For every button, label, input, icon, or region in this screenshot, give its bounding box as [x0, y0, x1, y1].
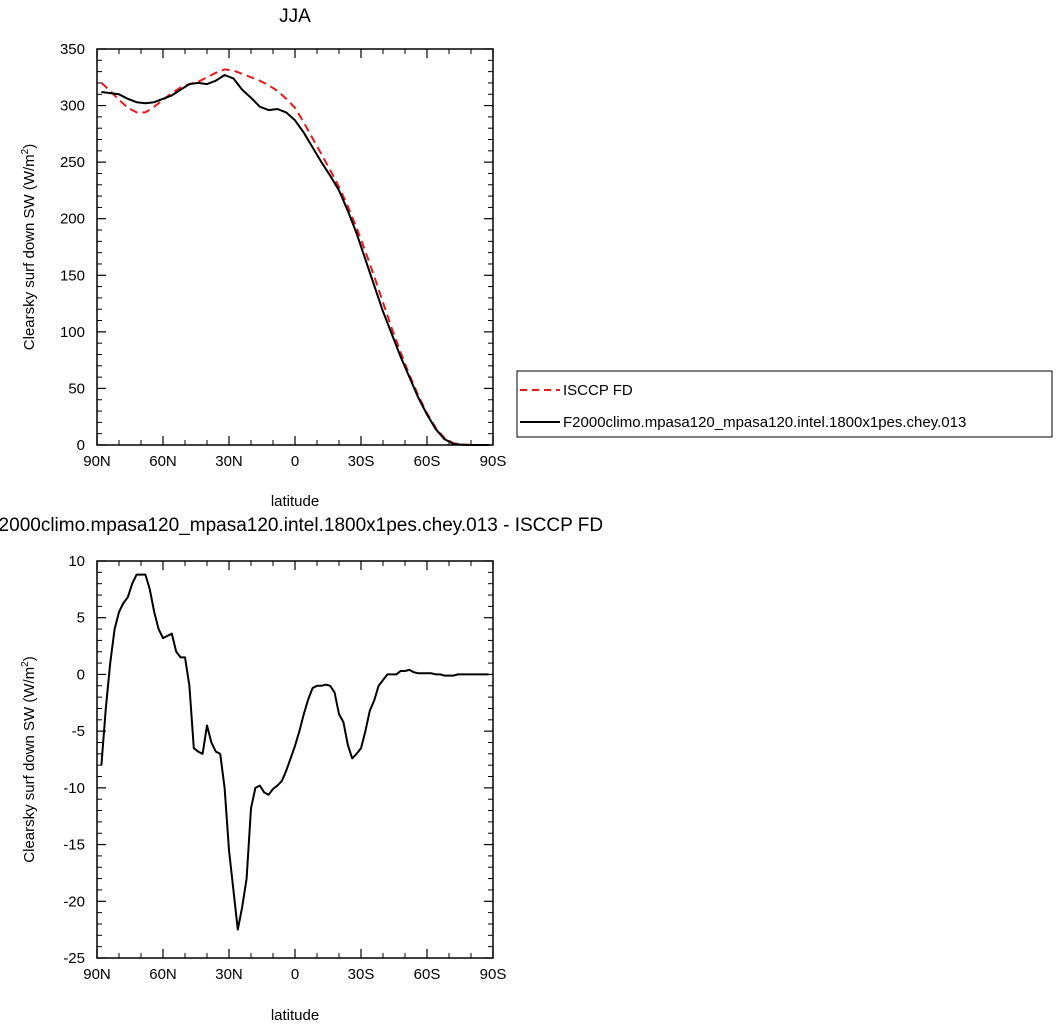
y-tick-label: -10	[63, 780, 85, 797]
x-tick-label: 0	[291, 966, 299, 983]
y-tick-label: -25	[63, 950, 85, 967]
axis-ticks: 90N 60N 30N 0 30S 60S 90S -25 -20 -15 -10 -5 0 5 10	[63, 553, 506, 983]
legend: ISCCP FD F2000climo.mpasa120_mpasa120.in…	[516, 370, 1053, 438]
legend-box	[516, 370, 1053, 438]
legend-label-isccp: ISCCP FD	[563, 382, 633, 399]
y-tick-label: 350	[60, 41, 85, 58]
series-line-0	[100, 68, 489, 446]
plot-frame	[96, 560, 494, 959]
bottom-panel: F2000climo.mpasa120_mpasa120.intel.1800x…	[0, 515, 603, 1024]
axis-ticks: 90N 60N 30N 0 30S 60S 90S 0 50 100 150 200 250 300 350	[60, 41, 506, 470]
y-tick-label: 0	[77, 666, 85, 683]
x-tick-label: 30S	[348, 453, 375, 470]
y-tick-label: 300	[60, 98, 85, 115]
series-line-0	[100, 573, 489, 931]
x-axis-label: latitude	[271, 1007, 319, 1024]
y-tick-label: 5	[77, 610, 85, 627]
top-panel: JJA Clearsky surf down SW (W/m2) latitud…	[20, 6, 506, 510]
y-tick-label: -20	[63, 893, 85, 910]
chart-title: JJA	[279, 6, 311, 27]
legend-label-model: F2000climo.mpasa120_mpasa120.intel.1800x…	[563, 414, 966, 431]
y-tick-label: 100	[60, 324, 85, 341]
x-tick-label: 60N	[149, 966, 177, 983]
chart-title: F2000climo.mpasa120_mpasa120.intel.1800x…	[0, 515, 603, 536]
x-tick-label: 30S	[348, 966, 375, 983]
y-label-text: Clearsky surf down SW (W/m	[21, 667, 38, 863]
y-tick-label: 200	[60, 211, 85, 228]
y-label-text: Clearsky surf down SW (W/m	[21, 154, 38, 350]
x-tick-label: 60S	[414, 966, 441, 983]
y-axis-label: Clearsky surf down SW (W/m2)	[20, 144, 38, 350]
y-label-tail: )	[21, 144, 38, 149]
y-label-superscript: 2	[20, 661, 31, 667]
x-tick-label: 60N	[149, 453, 177, 470]
x-tick-label: 90N	[83, 453, 111, 470]
y-tick-label: 150	[60, 267, 85, 284]
y-tick-label: -15	[63, 837, 85, 854]
y-label-tail: )	[21, 656, 38, 661]
x-tick-label: 30N	[215, 966, 243, 983]
y-tick-label: 10	[68, 553, 85, 570]
y-tick-label: 0	[77, 437, 85, 454]
series-lines	[100, 573, 489, 931]
x-tick-label: 90S	[480, 453, 507, 470]
y-tick-label: 50	[68, 380, 85, 397]
x-tick-label: 30N	[215, 453, 243, 470]
y-tick-label: 250	[60, 154, 85, 171]
x-tick-label: 90S	[480, 966, 507, 983]
x-tick-label: 0	[291, 453, 299, 470]
x-tick-label: 60S	[414, 453, 441, 470]
x-axis-label: latitude	[271, 493, 319, 510]
series-line-1	[101, 74, 489, 446]
plot-frame	[96, 48, 494, 446]
y-tick-label: -5	[72, 723, 85, 740]
y-axis-label: Clearsky surf down SW (W/m2)	[20, 656, 38, 862]
x-tick-label: 90N	[83, 966, 111, 983]
series-lines	[100, 68, 489, 446]
y-label-superscript: 2	[20, 148, 31, 154]
